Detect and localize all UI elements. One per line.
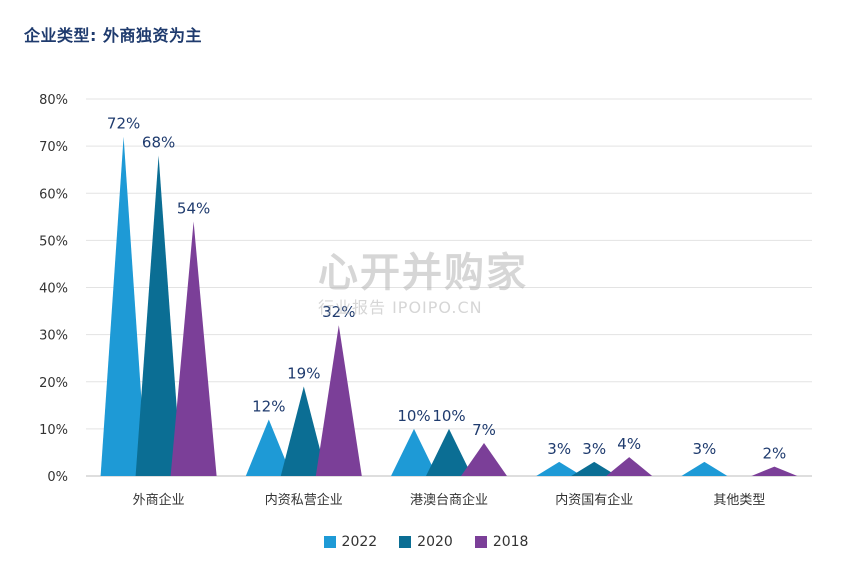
data-label-2022-0: 72% — [107, 115, 140, 133]
chart-title: 企业类型: 外商独资为主 — [24, 26, 202, 45]
bar-2020-1 — [280, 386, 327, 476]
bar-series — [100, 136, 798, 477]
legend-item-2022: 2022 — [323, 534, 378, 550]
bar-2018-1 — [315, 325, 362, 476]
bar-2018-4 — [751, 466, 798, 476]
x-category-label: 内资国有企业 — [555, 492, 633, 508]
y-axis: 0% 10% 20% 30% 40% 50% 60% 70% 80% — [39, 93, 68, 485]
chart-canvas: 0%10%20%30%40%50%60%70%80% 72%68%54%12%1… — [39, 93, 812, 508]
bar-2022-0 — [100, 136, 147, 476]
data-label-2018-1: 32% — [322, 303, 355, 321]
y-tick-label: 70% — [39, 140, 68, 155]
x-category-label: 港澳台商企业 — [410, 492, 488, 508]
legend-label: 2022 — [341, 534, 378, 550]
data-label-2018-2: 7% — [472, 421, 496, 439]
data-label-2018-3: 4% — [617, 435, 641, 453]
bar-2018-3 — [606, 457, 653, 476]
legend-item-2020: 2020 — [399, 534, 453, 550]
y-tick-label: 20% — [39, 376, 68, 391]
y-tick-label: 40% — [39, 282, 68, 297]
x-category-label: 其他类型 — [713, 493, 765, 508]
bar-2020-0 — [135, 155, 182, 477]
x-category-label: 外商企业 — [133, 492, 185, 508]
legend-swatch — [323, 536, 336, 548]
data-label-2020-1: 19% — [287, 364, 320, 382]
x-axis: 外商企业 内资私营企业 港澳台商企业 内资国有企业 其他类型 — [133, 492, 766, 508]
legend-label: 2020 — [417, 534, 453, 550]
y-tick-label: 60% — [39, 187, 68, 202]
data-label-2022-1: 12% — [252, 397, 285, 415]
data-label-2020-0: 68% — [142, 134, 175, 152]
bar-2022-2 — [391, 428, 437, 476]
bar-2018-0 — [170, 221, 217, 476]
data-labels: 72%68% 54% 12%19% 32% 10% 10% 7% 3% 3% 4% 3% 2% — [107, 115, 786, 463]
data-label-2018-0: 54% — [177, 200, 210, 218]
legend-item-2018: 2018 — [474, 534, 529, 550]
y-tick-label: 50% — [39, 234, 68, 249]
data-label-2020-3: 3% — [582, 440, 606, 458]
bar-2022-4 — [681, 461, 728, 476]
bar-2022-1 — [245, 419, 292, 476]
data-label-2022-2: 10% — [397, 407, 430, 425]
legend: 2022 2020 2018 — [0, 534, 852, 550]
bar-2018-2 — [461, 443, 507, 476]
bar-2020-2 — [426, 428, 472, 476]
y-tick-label: 80% — [39, 93, 68, 108]
data-label-2020-2: 10% — [432, 407, 465, 425]
data-label-2022-4: 3% — [693, 440, 717, 458]
legend-label: 2018 — [492, 534, 529, 550]
y-tick-label: 10% — [39, 423, 68, 438]
x-category-label: 内资私营企业 — [265, 492, 343, 508]
bar-2020-3 — [571, 461, 618, 476]
y-tick-label: 30% — [39, 329, 68, 344]
legend-swatch — [399, 536, 412, 548]
data-label-2018-4: 2% — [763, 445, 787, 463]
legend-swatch — [474, 536, 487, 548]
data-label-2022-3: 3% — [547, 440, 571, 458]
y-tick-label: 0% — [47, 470, 68, 485]
bar-2022-3 — [536, 461, 583, 476]
